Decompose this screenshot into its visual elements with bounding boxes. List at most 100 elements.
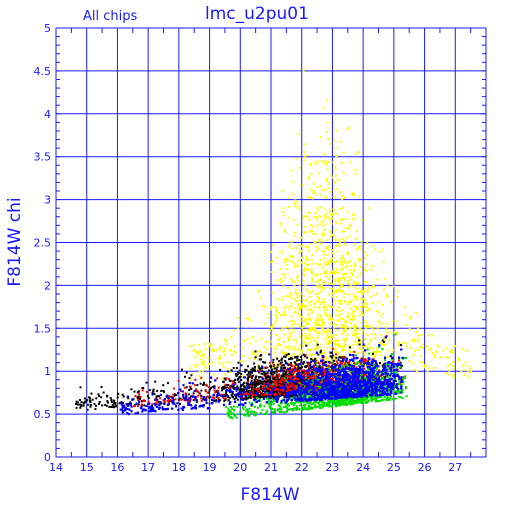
data-point-green xyxy=(229,413,232,415)
data-point-black xyxy=(101,404,104,407)
data-point-yellow xyxy=(333,355,336,358)
data-point-yellow xyxy=(310,272,313,275)
data-point-green xyxy=(229,416,232,419)
data-point-red xyxy=(334,370,337,373)
data-point-black xyxy=(95,397,98,400)
data-point-black xyxy=(205,396,208,399)
data-point-yellow xyxy=(269,326,272,328)
data-point-black xyxy=(111,404,114,406)
data-point-yellow xyxy=(320,326,323,329)
data-point-yellow xyxy=(403,306,406,309)
data-point-green xyxy=(242,413,245,416)
data-point-black xyxy=(299,367,302,370)
data-point-yellow xyxy=(324,246,327,249)
data-point-black xyxy=(140,400,143,403)
data-point-green xyxy=(398,380,401,383)
data-point-yellow xyxy=(282,285,285,288)
data-point-yellow xyxy=(342,171,345,174)
data-point-green xyxy=(365,378,368,381)
data-point-yellow xyxy=(320,343,323,346)
data-point-yellow xyxy=(328,317,331,320)
data-point-green xyxy=(394,373,397,376)
data-point-yellow xyxy=(294,339,297,342)
data-point-red xyxy=(214,391,217,394)
data-point-yellow xyxy=(323,218,326,221)
data-point-black xyxy=(261,370,264,373)
data-point-green xyxy=(233,414,236,417)
data-point-black xyxy=(399,361,402,364)
data-point-black xyxy=(275,368,278,371)
data-point-red xyxy=(228,378,231,381)
data-point-red xyxy=(290,385,293,388)
data-point-yellow xyxy=(428,367,431,370)
data-point-green xyxy=(236,413,239,416)
data-point-black xyxy=(281,364,284,367)
data-point-yellow xyxy=(346,337,348,340)
data-point-black xyxy=(77,403,80,406)
data-point-black xyxy=(122,395,125,398)
data-point-yellow xyxy=(339,140,342,143)
data-point-yellow xyxy=(324,281,326,283)
data-point-yellow xyxy=(188,367,191,370)
data-point-yellow xyxy=(288,205,291,208)
data-point-yellow xyxy=(352,293,355,296)
data-point-yellow xyxy=(284,346,287,349)
data-point-yellow xyxy=(302,329,305,332)
data-point-yellow xyxy=(370,286,373,289)
data-point-black xyxy=(219,399,222,402)
data-point-green xyxy=(390,353,393,356)
data-point-red xyxy=(310,375,313,378)
data-point-yellow xyxy=(334,244,337,247)
data-point-yellow xyxy=(345,217,348,220)
data-point-yellow xyxy=(372,294,375,297)
data-point-yellow xyxy=(433,354,436,356)
data-point-yellow xyxy=(306,260,309,263)
data-point-yellow xyxy=(341,348,344,351)
data-point-black xyxy=(208,396,211,399)
data-point-yellow xyxy=(325,178,328,181)
data-point-red xyxy=(263,382,265,385)
data-point-red xyxy=(234,383,237,386)
data-point-green xyxy=(290,408,293,410)
data-point-black xyxy=(89,404,92,406)
data-point-green xyxy=(389,391,391,394)
data-point-black xyxy=(179,397,182,400)
data-point-yellow xyxy=(316,314,319,317)
data-point-yellow xyxy=(242,355,245,358)
data-point-yellow xyxy=(343,349,346,351)
data-point-yellow xyxy=(336,289,339,292)
data-point-yellow xyxy=(298,313,300,316)
data-point-green xyxy=(390,395,393,398)
data-point-green xyxy=(401,388,404,391)
data-point-black xyxy=(136,396,139,399)
data-point-yellow xyxy=(359,306,362,309)
data-point-yellow xyxy=(303,274,305,277)
data-point-black xyxy=(260,392,263,395)
data-point-black xyxy=(289,373,292,376)
data-point-red xyxy=(330,377,333,380)
data-point-yellow xyxy=(347,253,350,256)
data-point-green xyxy=(282,411,285,414)
data-point-black xyxy=(179,402,181,405)
data-point-green xyxy=(311,380,314,382)
data-point-green xyxy=(370,400,373,403)
data-point-yellow xyxy=(288,259,291,262)
data-point-black xyxy=(190,374,193,377)
data-point-yellow xyxy=(343,293,346,295)
data-point-yellow xyxy=(415,312,417,314)
data-point-black xyxy=(264,366,267,369)
data-point-red xyxy=(277,375,280,378)
data-point-black xyxy=(225,389,228,392)
data-point-black xyxy=(109,406,112,408)
data-point-red xyxy=(167,401,170,404)
data-point-yellow xyxy=(326,254,329,257)
data-point-black xyxy=(349,346,351,349)
data-point-yellow xyxy=(328,275,331,278)
data-point-black xyxy=(298,366,301,369)
data-point-yellow xyxy=(318,263,321,266)
data-point-green xyxy=(364,401,367,404)
data-point-black xyxy=(288,382,291,385)
data-point-black xyxy=(284,372,287,375)
data-point-black xyxy=(75,400,78,403)
data-point-red xyxy=(134,404,136,407)
